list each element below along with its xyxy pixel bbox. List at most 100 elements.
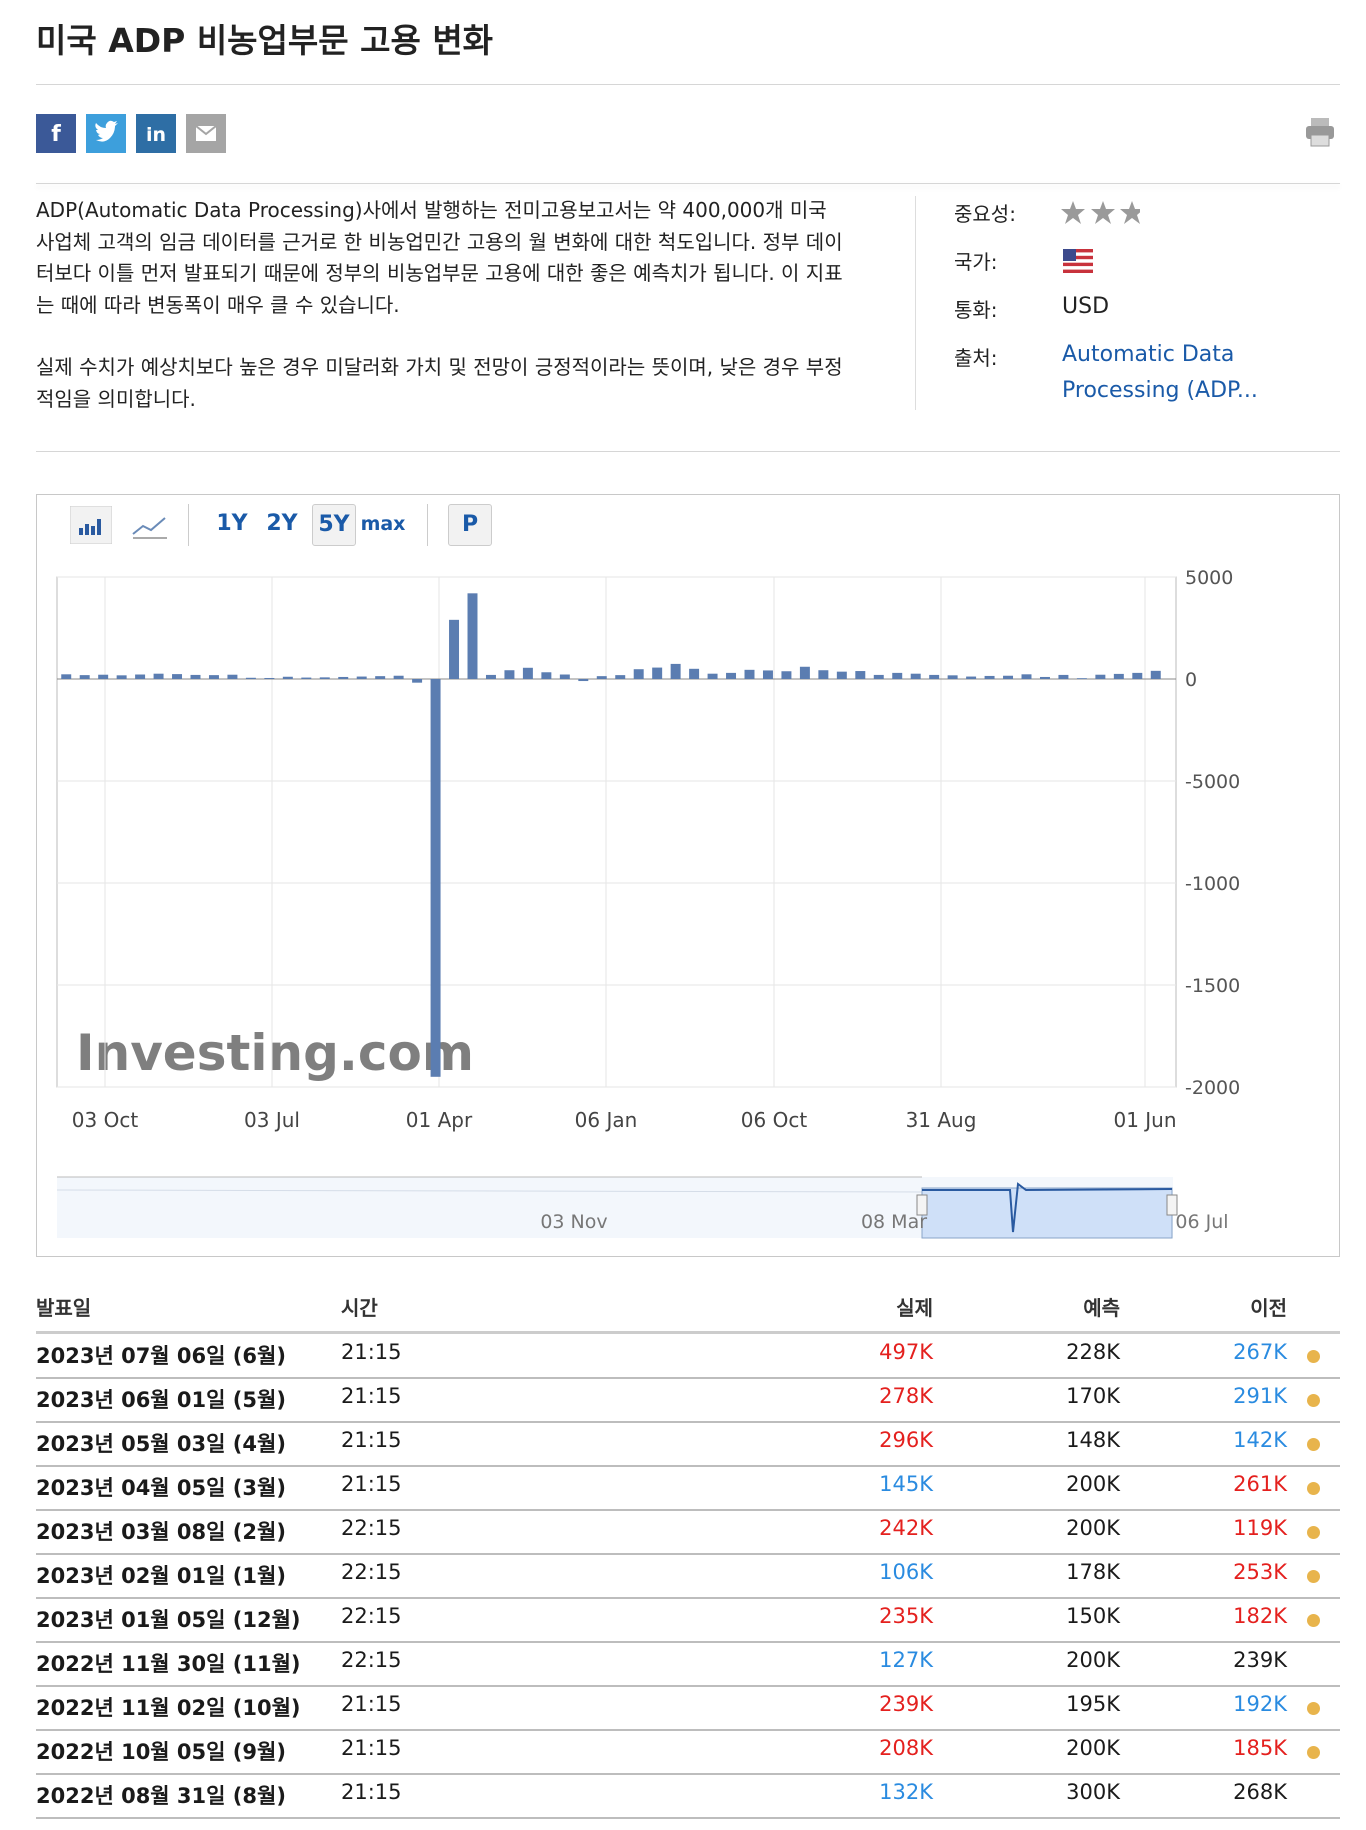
description-text: ADP(Automatic Data Processing)사에서 발행하는 전… bbox=[36, 198, 843, 317]
divider bbox=[36, 183, 1340, 184]
bar-chart-toggle[interactable] bbox=[70, 506, 112, 544]
toolbar-separator bbox=[427, 504, 428, 546]
bar bbox=[375, 676, 386, 679]
bar bbox=[282, 676, 293, 679]
row-rule bbox=[36, 1465, 1340, 1467]
forecast: 150K bbox=[1066, 1604, 1120, 1628]
release-date: 2023년 06월 01일 (5월) bbox=[36, 1388, 286, 1412]
divider bbox=[36, 451, 1340, 452]
bar bbox=[1095, 674, 1106, 679]
column-header: 실제 bbox=[896, 1296, 933, 1320]
toggle-box bbox=[70, 506, 112, 544]
previous: 239K bbox=[1233, 1648, 1287, 1672]
forecast: 300K bbox=[1066, 1780, 1120, 1804]
bar bbox=[726, 672, 737, 679]
bar bbox=[1003, 675, 1014, 679]
range-button[interactable]: 5Y bbox=[312, 504, 356, 546]
bar bbox=[227, 674, 238, 679]
share-buttons[interactable]: f in bbox=[36, 114, 236, 154]
plot-area bbox=[56, 576, 1177, 1088]
y-tick-label: 0 bbox=[1185, 669, 1197, 691]
bar bbox=[1113, 673, 1124, 679]
revised-dot bbox=[1307, 1482, 1320, 1495]
bar bbox=[245, 677, 256, 679]
release-date: 2023년 04월 05일 (3월) bbox=[36, 1476, 286, 1500]
y-tick-label: 5000 bbox=[1185, 567, 1233, 589]
release-time: 21:15 bbox=[341, 1340, 402, 1364]
release-time: 22:15 bbox=[341, 1560, 402, 1584]
row-rule bbox=[36, 1685, 1340, 1687]
row-rule bbox=[36, 1509, 1340, 1511]
line-chart-toggle[interactable] bbox=[130, 506, 170, 544]
facebook-icon: f bbox=[51, 122, 61, 147]
actual: 497K bbox=[879, 1340, 933, 1364]
twitter-icon bbox=[95, 120, 118, 142]
forecast: 200K bbox=[1066, 1516, 1120, 1540]
description: ADP(Automatic Data Processing)사에서 발행하는 전… bbox=[36, 195, 846, 446]
release-date: 2023년 05월 03일 (4월) bbox=[36, 1432, 286, 1456]
x-tick-label: 31 Aug bbox=[906, 1108, 977, 1132]
navigator-handle[interactable] bbox=[916, 1194, 928, 1216]
actual: 145K bbox=[879, 1472, 933, 1496]
bar bbox=[855, 671, 866, 679]
bar bbox=[541, 672, 552, 679]
bar bbox=[98, 674, 109, 679]
forecast: 228K bbox=[1066, 1340, 1120, 1364]
actual: 278K bbox=[879, 1384, 933, 1408]
bar bbox=[393, 675, 404, 679]
bar bbox=[633, 669, 644, 679]
star bbox=[1091, 201, 1115, 224]
actual: 208K bbox=[879, 1736, 933, 1760]
release-date: 2022년 10월 05일 (9월) bbox=[36, 1740, 286, 1764]
facebook-button[interactable] bbox=[36, 114, 76, 153]
revised-dot bbox=[1307, 1526, 1320, 1539]
release-time: 21:15 bbox=[341, 1384, 402, 1408]
watermark: Investing.com bbox=[76, 1024, 474, 1082]
bar bbox=[947, 675, 958, 679]
forecast: 200K bbox=[1066, 1736, 1120, 1760]
chart: Investing.com 5000 0 -5000 -1000 -1500 -2000 03… bbox=[56, 567, 1240, 1239]
release-time: 21:15 bbox=[341, 1780, 402, 1804]
info-label: 출처: bbox=[954, 346, 998, 370]
bar bbox=[1058, 674, 1069, 679]
print-paper bbox=[1310, 134, 1330, 147]
header-rule bbox=[36, 1331, 1340, 1334]
release-date: 2022년 08월 31일 (8월) bbox=[36, 1784, 286, 1808]
column-header: 이전 bbox=[1250, 1296, 1287, 1320]
release-time: 22:15 bbox=[341, 1648, 402, 1672]
navigator-selection bbox=[921, 1187, 1173, 1239]
previous: 267K bbox=[1233, 1340, 1287, 1364]
us-flag bbox=[1063, 249, 1093, 273]
x-tick-label: 06 Oct bbox=[741, 1108, 808, 1132]
actual: 106K bbox=[879, 1560, 933, 1584]
bar bbox=[301, 677, 312, 679]
bar bbox=[356, 676, 367, 679]
x-tick-label: 06 Jan bbox=[575, 1108, 638, 1132]
revised-dot bbox=[1307, 1746, 1320, 1759]
forecast: 200K bbox=[1066, 1472, 1120, 1496]
bar bbox=[1132, 672, 1143, 679]
row-rule bbox=[36, 1773, 1340, 1775]
source-link[interactable]: Automatic Data Processing (ADP... bbox=[1062, 342, 1258, 403]
toolbar-separator bbox=[188, 504, 189, 546]
row-rule bbox=[36, 1817, 1340, 1819]
release-date: 2023년 07월 06일 (6월) bbox=[36, 1344, 286, 1368]
linkedin-button[interactable] bbox=[136, 114, 176, 153]
range-button[interactable]: max bbox=[360, 513, 406, 535]
bar bbox=[319, 677, 330, 679]
navigator-handle[interactable] bbox=[1166, 1194, 1178, 1216]
row-rule bbox=[36, 1421, 1340, 1423]
print-button[interactable] bbox=[1304, 116, 1338, 150]
revised-dot bbox=[1307, 1570, 1320, 1583]
bar bbox=[818, 670, 829, 679]
range-button[interactable]: 1Y bbox=[216, 511, 248, 536]
chart-panel bbox=[36, 494, 1340, 1257]
p-button[interactable]: P bbox=[448, 504, 492, 546]
actual: 239K bbox=[879, 1692, 933, 1716]
release-time: 21:15 bbox=[341, 1472, 402, 1496]
forecast: 170K bbox=[1066, 1384, 1120, 1408]
bar bbox=[467, 593, 478, 679]
navigator-label: 08 Mar bbox=[861, 1211, 927, 1233]
revised-dot bbox=[1307, 1438, 1320, 1451]
range-button[interactable]: 2Y bbox=[266, 511, 298, 536]
